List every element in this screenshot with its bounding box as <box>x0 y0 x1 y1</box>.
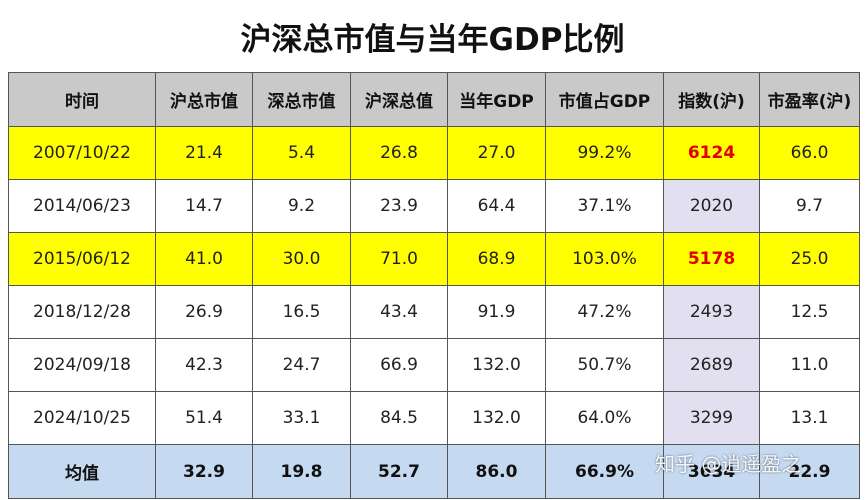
cell-gdp: 91.9 <box>447 285 546 339</box>
watermark: 知乎 @逍遥盈之 <box>655 452 802 476</box>
cell-sz-market-cap: 5.4 <box>252 126 351 180</box>
cell-total-market-cap: 84.5 <box>350 391 448 445</box>
cell-cap-to-gdp: 64.0% <box>545 391 664 445</box>
average-row: 均值 32.9 19.8 52.7 86.0 66.9% 3634 22.9 <box>8 444 860 499</box>
cell-sh-pe: 13.1 <box>759 391 860 445</box>
cell-sz-market-cap: 9.2 <box>252 179 351 233</box>
cell-avg-gdp: 86.0 <box>447 444 546 499</box>
cell-sh-pe: 66.0 <box>759 126 860 180</box>
cell-gdp: 132.0 <box>447 391 546 445</box>
cell-gdp: 68.9 <box>447 232 546 286</box>
column-header-cap-to-gdp: 市值占GDP <box>545 72 664 127</box>
cell-avg-sh-index: 3634 <box>663 444 760 499</box>
cell-sh-market-cap: 14.7 <box>155 179 253 233</box>
cell-total-market-cap: 23.9 <box>350 179 448 233</box>
table-row: 2007/10/22 21.4 5.4 26.8 27.0 99.2% 6124… <box>8 126 860 180</box>
cell-sz-market-cap: 16.5 <box>252 285 351 339</box>
cell-sz-market-cap: 24.7 <box>252 338 351 392</box>
cell-sh-index: 2493 <box>663 285 760 339</box>
cell-cap-to-gdp: 103.0% <box>545 232 664 286</box>
cell-avg-cap-to-gdp: 66.9% <box>545 444 664 499</box>
cell-sz-market-cap: 30.0 <box>252 232 351 286</box>
page-title: 沪深总市值与当年GDP比例 <box>240 21 625 58</box>
cell-sh-index: 3299 <box>663 391 760 445</box>
cell-cap-to-gdp: 37.1% <box>545 179 664 233</box>
column-header-sh-index: 指数(沪) <box>663 72 760 127</box>
cell-average-label: 均值 <box>8 444 156 499</box>
cell-total-market-cap: 66.9 <box>350 338 448 392</box>
table-row: 2015/06/12 41.0 30.0 71.0 68.9 103.0% 51… <box>8 232 860 286</box>
cell-total-market-cap: 71.0 <box>350 232 448 286</box>
cell-time: 2018/12/28 <box>8 285 156 339</box>
column-header-sz-market-cap: 深总市值 <box>252 72 351 127</box>
column-header-total-market-cap: 沪深总值 <box>350 72 448 127</box>
cell-avg-sh-pe: 22.9 <box>759 444 860 499</box>
cell-time: 2024/09/18 <box>8 338 156 392</box>
cell-sh-index: 5178 <box>663 232 760 286</box>
cell-sh-market-cap: 42.3 <box>155 338 253 392</box>
cell-avg-sh-market-cap: 32.9 <box>155 444 253 499</box>
cell-sh-market-cap: 41.0 <box>155 232 253 286</box>
cell-total-market-cap: 26.8 <box>350 126 448 180</box>
cell-sh-pe: 9.7 <box>759 179 860 233</box>
cell-avg-total-market-cap: 52.7 <box>350 444 448 499</box>
table-row: 2014/06/23 14.7 9.2 23.9 64.4 37.1% 2020… <box>8 179 860 233</box>
cell-time: 2007/10/22 <box>8 126 156 180</box>
cell-sz-market-cap: 33.1 <box>252 391 351 445</box>
header-row: 时间 沪总市值 深总市值 沪深总值 当年GDP 市值占GDP 指数(沪) 市盈率… <box>8 72 860 127</box>
column-header-sh-market-cap: 沪总市值 <box>155 72 253 127</box>
cell-sh-pe: 11.0 <box>759 338 860 392</box>
cell-sh-pe: 25.0 <box>759 232 860 286</box>
cell-gdp: 132.0 <box>447 338 546 392</box>
cell-time: 2024/10/25 <box>8 391 156 445</box>
cell-sh-index: 2020 <box>663 179 760 233</box>
cell-sh-index: 2689 <box>663 338 760 392</box>
cell-sh-market-cap: 21.4 <box>155 126 253 180</box>
cell-cap-to-gdp: 99.2% <box>545 126 664 180</box>
cell-sh-index: 6124 <box>663 126 760 180</box>
column-header-time: 时间 <box>8 72 156 127</box>
table-row: 2018/12/28 26.9 16.5 43.4 91.9 47.2% 249… <box>8 285 860 339</box>
cell-total-market-cap: 43.4 <box>350 285 448 339</box>
cell-sh-market-cap: 51.4 <box>155 391 253 445</box>
table-row: 2024/09/18 42.3 24.7 66.9 132.0 50.7% 26… <box>8 338 860 392</box>
cell-time: 2014/06/23 <box>8 179 156 233</box>
cell-gdp: 64.4 <box>447 179 546 233</box>
cell-cap-to-gdp: 50.7% <box>545 338 664 392</box>
cell-sh-pe: 12.5 <box>759 285 860 339</box>
cell-avg-sz-market-cap: 19.8 <box>252 444 351 499</box>
cell-gdp: 27.0 <box>447 126 546 180</box>
table-row: 2024/10/25 51.4 33.1 84.5 132.0 64.0% 32… <box>8 391 860 445</box>
cell-time: 2015/06/12 <box>8 232 156 286</box>
cell-cap-to-gdp: 47.2% <box>545 285 664 339</box>
cell-sh-market-cap: 26.9 <box>155 285 253 339</box>
column-header-gdp: 当年GDP <box>447 72 546 127</box>
column-header-sh-pe: 市盈率(沪) <box>759 72 860 127</box>
market-cap-table: 时间 沪总市值 深总市值 沪深总值 当年GDP 市值占GDP 指数(沪) 市盈率… <box>8 72 860 499</box>
